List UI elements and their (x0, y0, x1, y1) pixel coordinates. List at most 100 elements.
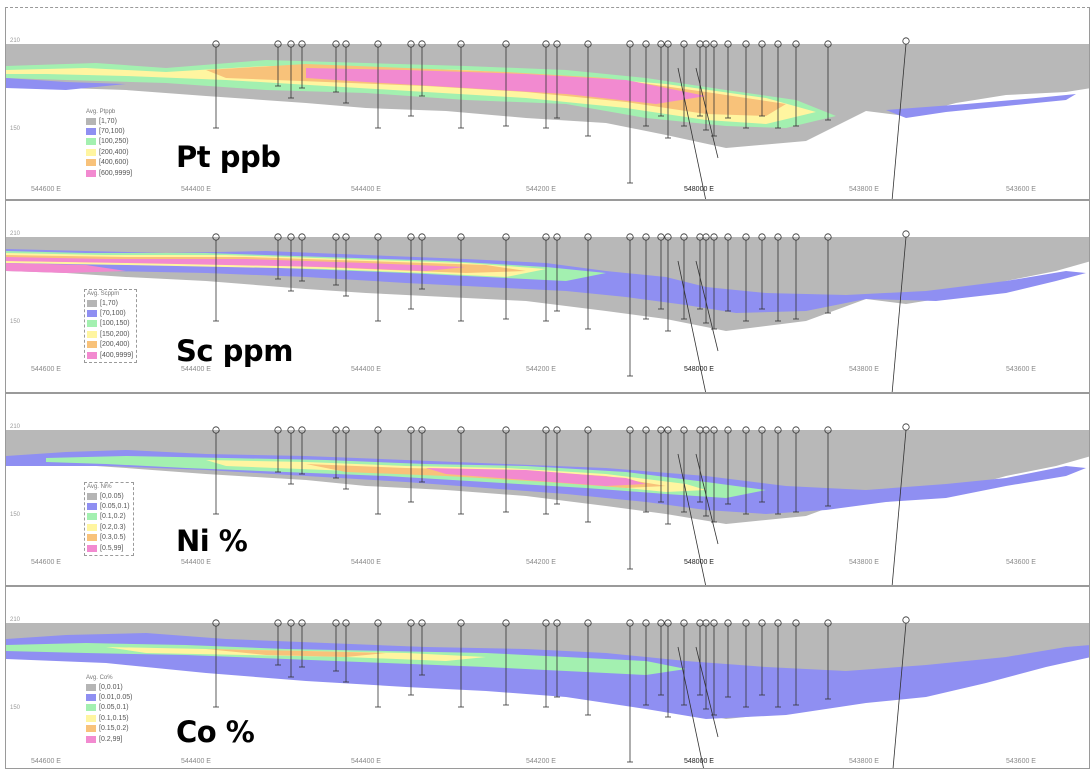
legend-item: [1,70) (86, 116, 132, 126)
legend-swatch (87, 320, 97, 328)
drillhole-traces (212, 616, 910, 768)
drillhole (742, 426, 750, 515)
elevation-tick: 210 (10, 231, 21, 237)
legend-label: [100,250) (99, 138, 129, 146)
drillhole (824, 233, 832, 314)
drillhole (287, 426, 295, 485)
drillhole (724, 233, 732, 312)
legend-label: [400,600) (99, 159, 129, 167)
legend-swatch (86, 117, 96, 125)
elevation-tick: 210 (10, 38, 21, 44)
legend-title: Avg. Ptppb (86, 109, 116, 115)
drillhole (418, 233, 426, 290)
legend-label: [400,9999] (100, 351, 134, 359)
panel-label-co: Co % (176, 715, 255, 749)
easting-label: 544200 E (526, 366, 556, 373)
drillhole (696, 619, 704, 696)
drillhole (418, 619, 426, 676)
easting-label: 544200 E (526, 758, 556, 765)
legend-label: [100,150) (100, 320, 130, 328)
legend: Avg. Co% [0,0.01) [0.01,0.05) [0.05,0.1)… (84, 674, 136, 747)
legend-swatch (87, 534, 97, 542)
legend-swatch (86, 704, 96, 712)
drillhole (274, 233, 282, 280)
inclined-drillhole (695, 67, 719, 159)
legend-swatch (86, 725, 96, 733)
legend-title: Avg. Scppm (87, 291, 120, 297)
drillhole (418, 426, 426, 483)
drillhole (680, 40, 688, 127)
inclined-drillhole (695, 453, 719, 545)
easting-label: 543600 E (1006, 186, 1036, 193)
legend-item: [0.2,99] (86, 734, 132, 744)
drillhole (742, 233, 750, 322)
drillhole (680, 426, 688, 513)
elevation-tick: 150 (10, 512, 21, 518)
drillhole (502, 40, 510, 127)
legend: Avg. Ni% [0,0.05) [0.05,0.1) [0.1,0.2) [… (84, 482, 134, 557)
drillhole (710, 40, 718, 137)
legend-label: [1,70) (100, 299, 118, 307)
legend-swatch (86, 169, 96, 177)
easting-label: 543600 E (1006, 559, 1036, 566)
legend-swatch (87, 341, 97, 349)
drillhole (792, 40, 800, 127)
drillhole (642, 40, 650, 127)
drillhole (287, 233, 295, 292)
legend-label: [200,400) (100, 341, 130, 349)
drillhole (542, 40, 550, 129)
legend-swatch (86, 735, 96, 743)
legend-item: [0.5,99] (87, 543, 130, 553)
legend-swatch (87, 523, 97, 531)
drillhole (298, 40, 306, 89)
section-panel-sc: 210 150 Avg. Scppm [1,70) [70,100) [100,… (5, 200, 1090, 393)
drillhole (724, 426, 732, 505)
drillhole (374, 40, 382, 129)
drillhole (792, 619, 800, 706)
drillhole (626, 233, 634, 377)
drillhole (664, 619, 672, 718)
drillhole (792, 233, 800, 320)
legend: Avg. Ptppb [1,70) [70,100) [100,250) [20… (84, 108, 136, 181)
drillhole (758, 233, 766, 310)
drillhole (542, 233, 550, 322)
legend-label: [0.1,0.2) (100, 513, 126, 521)
legend-swatch (87, 351, 97, 359)
drillhole (342, 426, 350, 490)
drillhole (457, 619, 465, 708)
drillhole (332, 233, 340, 286)
easting-label: 548000 E (684, 366, 714, 373)
drillhole (742, 40, 750, 129)
legend-item: [100,250) (86, 137, 132, 147)
drillhole-traces (212, 423, 910, 585)
drillhole (626, 426, 634, 570)
drillhole (657, 426, 665, 503)
drillhole (774, 619, 782, 708)
drillhole (696, 233, 704, 310)
drillhole (696, 426, 704, 503)
section-panel-pt: 210 150 Avg. Ptppb [1,70) [70,100) [100,… (5, 7, 1090, 200)
legend-item: [0,0.05) (87, 491, 130, 501)
legend-swatch (87, 330, 97, 338)
drillhole (374, 426, 382, 515)
legend-label: [70,100) (100, 310, 126, 318)
legend-title: Avg. Ni% (87, 484, 112, 490)
inclined-drillhole (677, 453, 706, 585)
drillhole (212, 40, 220, 129)
drillhole (584, 619, 592, 716)
easting-label: 548000 E (684, 758, 714, 765)
easting-label: 544600 E (31, 758, 61, 765)
legend-item: [1,70) (87, 298, 133, 308)
drillhole (724, 619, 732, 698)
easting-label: 544400 E (181, 186, 211, 193)
legend-label: [600,9999] (99, 169, 133, 177)
drillhole (553, 426, 561, 505)
drillhole (553, 40, 561, 119)
drillhole (758, 619, 766, 696)
panel-label-pt: Pt ppb (176, 140, 281, 174)
drillhole-traces (212, 37, 910, 199)
drillhole (710, 233, 718, 330)
elevation-tick: 210 (10, 424, 21, 430)
legend-swatch (86, 148, 96, 156)
drillhole (332, 619, 340, 672)
